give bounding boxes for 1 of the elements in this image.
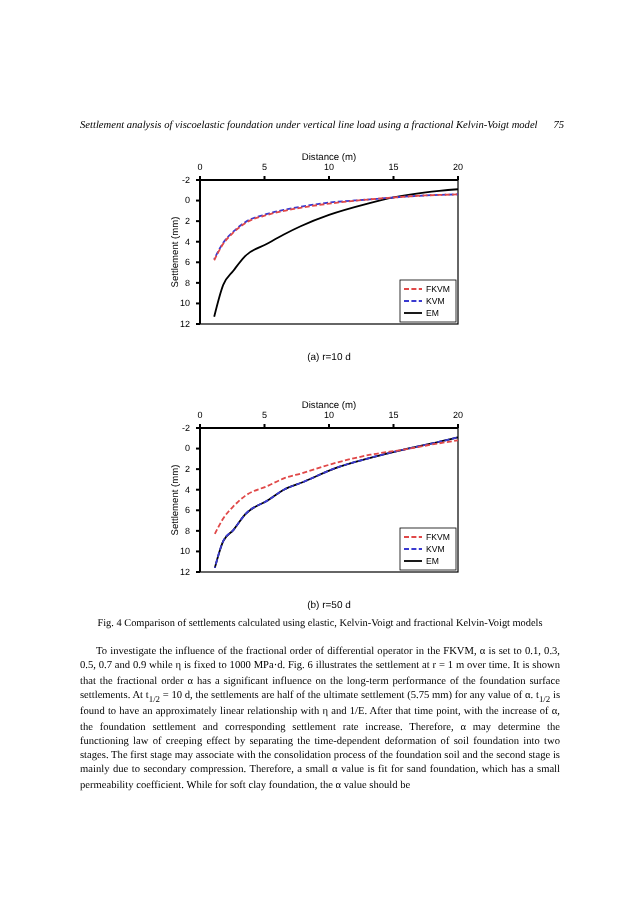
line-series — [213, 439, 459, 535]
